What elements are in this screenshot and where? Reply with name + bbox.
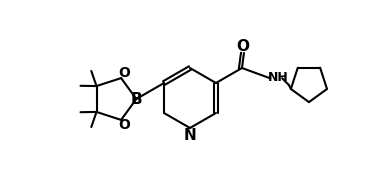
Text: NH: NH xyxy=(268,71,288,84)
Text: N: N xyxy=(183,127,196,143)
Text: O: O xyxy=(118,66,130,80)
Text: B: B xyxy=(130,91,142,107)
Text: O: O xyxy=(236,39,249,53)
Text: O: O xyxy=(118,118,130,132)
